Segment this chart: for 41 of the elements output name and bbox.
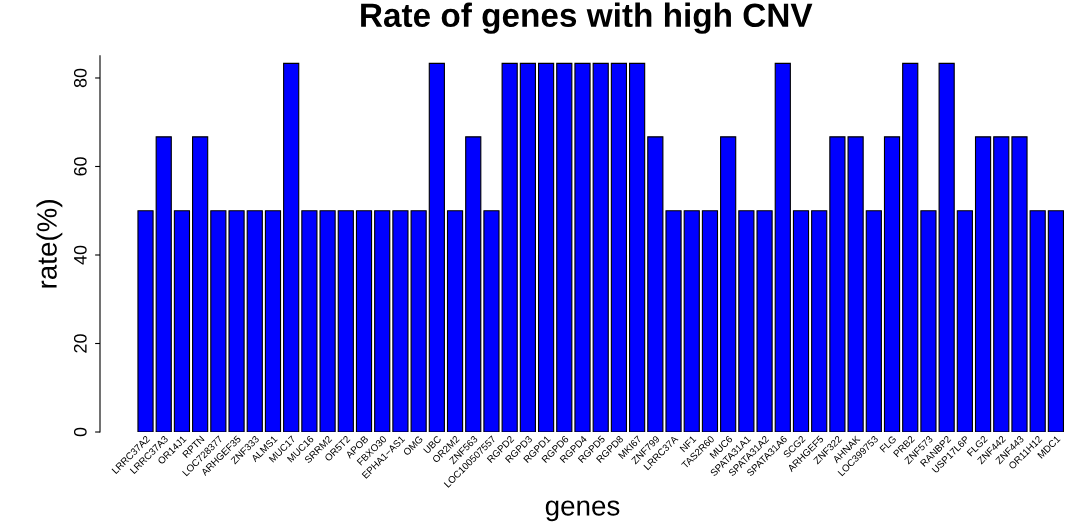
bar <box>683 210 700 433</box>
bar <box>355 210 373 433</box>
bar <box>537 62 555 433</box>
bar <box>701 210 719 433</box>
y-tick-label: 40 <box>73 245 87 265</box>
bar <box>283 62 300 433</box>
bar <box>374 210 391 433</box>
bar <box>337 210 354 433</box>
chart-title: Rate of genes with high CNV <box>361 2 813 34</box>
y-axis-title: rate(%) <box>36 200 63 288</box>
bar <box>465 136 482 433</box>
bar <box>246 210 263 433</box>
bar <box>629 62 646 433</box>
bar <box>974 136 992 433</box>
bar <box>519 62 536 433</box>
bar <box>610 62 628 433</box>
bar <box>264 210 282 433</box>
bar <box>137 210 154 433</box>
bar <box>902 62 919 433</box>
bar <box>428 62 445 433</box>
bar <box>173 210 191 433</box>
bar <box>792 210 810 433</box>
bar <box>883 136 901 433</box>
bar <box>956 210 973 433</box>
bar <box>192 136 209 433</box>
y-tick-label: 60 <box>73 157 87 176</box>
bar <box>811 210 828 433</box>
y-tick-label: 20 <box>73 334 87 353</box>
bar <box>155 136 172 433</box>
bar <box>720 136 737 433</box>
bar <box>865 210 882 433</box>
bar <box>446 210 464 433</box>
y-tick-label: 80 <box>73 68 87 88</box>
bar <box>993 136 1010 433</box>
bar <box>574 62 591 433</box>
bar <box>592 62 609 433</box>
bar <box>774 62 791 433</box>
y-tick-label: 0 <box>73 427 87 437</box>
x-axis-title: genes <box>545 500 620 522</box>
bar <box>1047 210 1065 433</box>
bar <box>556 62 573 433</box>
